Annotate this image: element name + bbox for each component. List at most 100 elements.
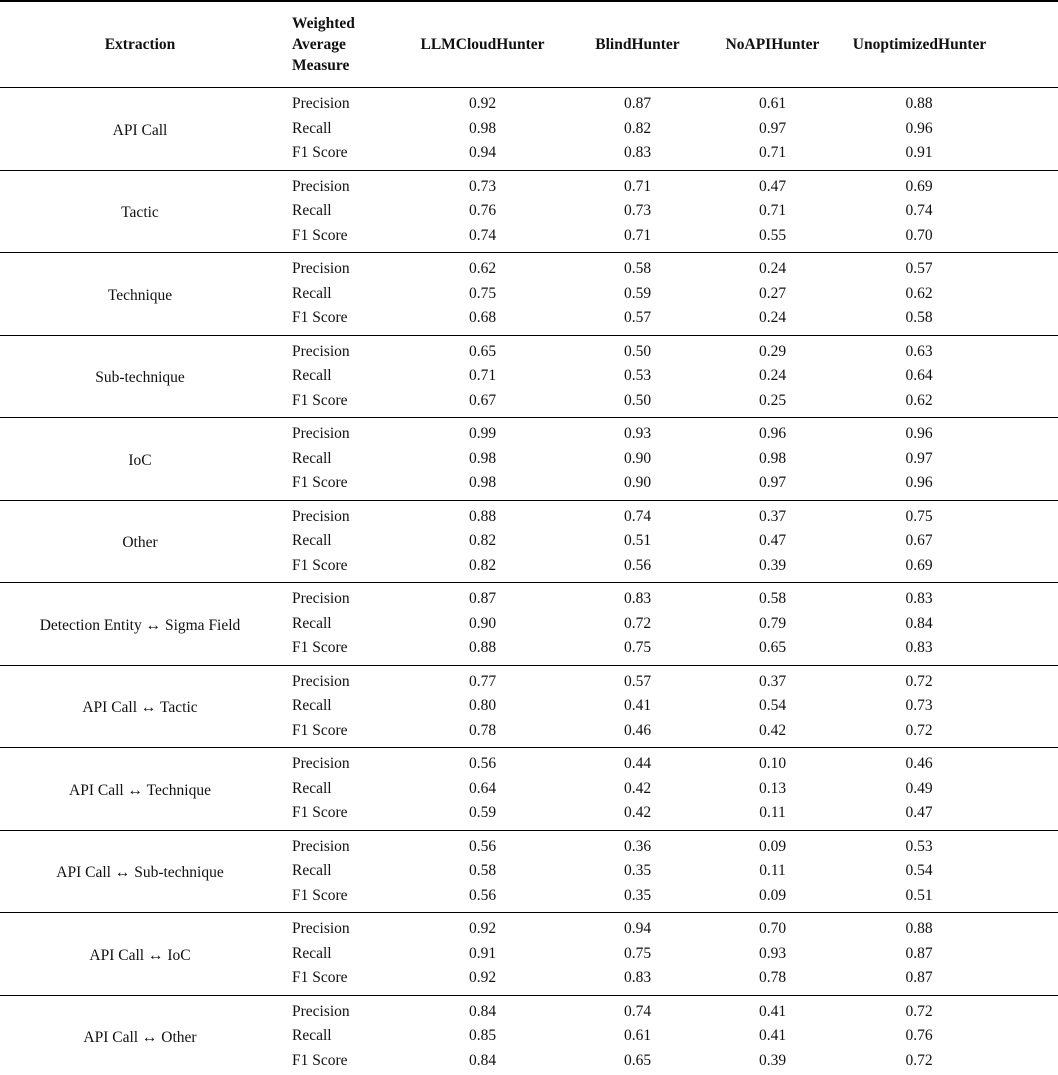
- extraction-group: Sub-technique Precision 0.65 0.50 0.29 0.63 Re…: [0, 335, 1058, 418]
- column-header-llmcloudhunter: LLMCloudHunter: [400, 1, 565, 88]
- measure-label: F1 Score: [292, 309, 348, 326]
- metric-value: 0.84: [905, 614, 933, 632]
- table-row: Recall 0.98 0.90 0.98 0.97: [0, 447, 1058, 472]
- table-row: Recall 0.80 0.41 0.54 0.73: [0, 694, 1058, 719]
- metric-value: 0.67: [468, 391, 497, 409]
- metric-value: 0.51: [623, 532, 652, 549]
- table-row: Recall 0.58 0.35 0.11 0.54: [0, 859, 1058, 884]
- table-header: Extraction Weighted Average Measure LLMClo…: [0, 1, 1058, 88]
- metric-value: 0.57: [905, 260, 933, 277]
- extraction-group: Other Precision 0.88 0.74 0.37 0.75 Recall 0.82…: [0, 500, 1058, 583]
- metric-value: 0.90: [623, 449, 652, 467]
- table-row: API Call ↔ Tactic Precision 0.77 0.57 0.37 0.…: [0, 665, 1058, 717]
- table-row: API Call ↔ Technique Precision 0.56 0.44 0.1…: [0, 748, 1058, 799]
- metric-value: 0.75: [623, 639, 652, 656]
- metric-value: 0.70: [758, 920, 787, 937]
- column-header-extraction: Extraction: [0, 1, 280, 88]
- table-row: API Call ↔ Other Precision 0.84 0.74 0.41 0.7…: [0, 995, 1058, 1047]
- measure-label: F1 Score: [292, 1051, 348, 1069]
- metric-value: 0.98: [468, 449, 497, 467]
- table-row: F1 Score 0.98 0.90 0.97 0.96: [0, 471, 1058, 500]
- measure-label: Precision: [292, 837, 350, 855]
- header-row: Extraction Weighted Average Measure LLMClo…: [0, 1, 1058, 88]
- metric-value: 0.88: [468, 507, 497, 525]
- metric-value: 0.75: [468, 284, 497, 302]
- metric-value: 0.55: [758, 226, 787, 244]
- metric-value: 0.96: [758, 425, 787, 442]
- metric-value: 0.65: [758, 639, 787, 656]
- table-row: Recall 0.90 0.72 0.79 0.84: [0, 612, 1058, 637]
- table-row: Tactic Precision 0.73 0.71 0.47 0.69: [0, 170, 1058, 222]
- metric-value: 0.69: [905, 177, 933, 195]
- table-row: Recall 0.76 0.73 0.71 0.74: [0, 199, 1058, 224]
- measure-label: Recall: [292, 367, 332, 384]
- metric-value: 0.83: [623, 144, 652, 161]
- metric-value: 0.98: [758, 449, 787, 467]
- table-row: Recall 0.91 0.75 0.93 0.87: [0, 942, 1058, 967]
- metric-value: 0.09: [758, 886, 787, 904]
- metric-value: 0.47: [905, 804, 933, 821]
- table-row: API Call Precision 0.92 0.87 0.61 0.88: [0, 88, 1058, 139]
- metric-value: 0.47: [758, 177, 787, 195]
- metric-value: 0.24: [758, 367, 787, 384]
- metric-value: 0.83: [905, 639, 933, 656]
- metric-value: 0.59: [623, 284, 652, 302]
- metric-value: 0.11: [759, 804, 786, 821]
- metric-value: 0.44: [623, 755, 652, 772]
- metric-value: 0.90: [623, 474, 652, 491]
- metric-value: 0.41: [758, 1002, 787, 1020]
- table-row: Detection Entity ↔ Sigma Field Precision 0…: [0, 583, 1058, 634]
- metric-value: 0.56: [468, 837, 497, 855]
- measure-label: F1 Score: [292, 474, 348, 491]
- measure-label: F1 Score: [292, 969, 348, 986]
- extraction-group: API Call ↔ Technique Precision 0.56 0.44 0.1…: [0, 747, 1058, 831]
- metric-value: 0.78: [468, 721, 497, 739]
- metric-value: 0.35: [623, 886, 652, 904]
- extraction-label: IoC: [128, 451, 152, 469]
- measure-label: F1 Score: [292, 144, 348, 161]
- measure-label: F1 Score: [292, 721, 348, 739]
- metric-value: 0.11: [759, 862, 786, 879]
- metric-value: 0.68: [468, 309, 497, 326]
- extraction-label: Detection Entity ↔ Sigma Field: [39, 616, 241, 634]
- measure-label: Recall: [292, 449, 332, 467]
- measure-label: Precision: [292, 425, 350, 442]
- extraction-group: API Call ↔ Tactic Precision 0.77 0.57 0.37 0.…: [0, 665, 1058, 748]
- metric-value: 0.10: [758, 755, 787, 772]
- metric-value: 0.49: [905, 779, 933, 797]
- measure-label: Recall: [292, 614, 332, 632]
- metric-value: 0.46: [623, 721, 652, 739]
- metric-value: 0.62: [468, 260, 497, 277]
- table-row: F1 Score 0.74 0.71 0.55 0.70: [0, 224, 1058, 253]
- metric-value: 0.70: [905, 226, 933, 244]
- metric-value: 0.56: [468, 886, 497, 904]
- measure-label: Precision: [292, 920, 350, 937]
- extraction-label: Other: [122, 534, 158, 551]
- metric-value: 0.97: [758, 119, 787, 137]
- metric-value: 0.39: [758, 556, 787, 574]
- table-row: API Call ↔ IoC Precision 0.92 0.94 0.70 0.88: [0, 913, 1058, 964]
- measure-label: Precision: [292, 507, 350, 525]
- measure-label: Precision: [292, 260, 350, 277]
- metric-value: 0.71: [758, 144, 787, 161]
- metric-value: 0.75: [905, 507, 933, 525]
- extraction-label: API Call ↔ Other: [83, 1029, 197, 1046]
- table-row: F1 Score 0.88 0.75 0.65 0.83: [0, 636, 1058, 665]
- measure-label: F1 Score: [292, 226, 348, 244]
- metric-value: 0.62: [905, 284, 933, 302]
- metric-value: 0.24: [758, 260, 787, 277]
- metric-value: 0.84: [468, 1002, 497, 1020]
- extraction-label: Tactic: [121, 204, 159, 221]
- table-row: F1 Score 0.92 0.83 0.78 0.87: [0, 966, 1058, 995]
- metric-value: 0.97: [905, 449, 933, 467]
- measure-label: F1 Score: [292, 639, 348, 656]
- metric-value: 0.37: [758, 672, 787, 690]
- extraction-label: API Call: [112, 121, 168, 139]
- metric-value: 0.72: [905, 1051, 933, 1069]
- metric-value: 0.82: [468, 532, 497, 549]
- metric-value: 0.82: [468, 556, 497, 574]
- metric-value: 0.98: [468, 474, 497, 491]
- table-row: Recall 0.71 0.53 0.24 0.64: [0, 364, 1058, 389]
- metric-value: 0.36: [623, 837, 652, 855]
- extraction-group: API Call ↔ Sub-technique Precision 0.56 0.3…: [0, 830, 1058, 913]
